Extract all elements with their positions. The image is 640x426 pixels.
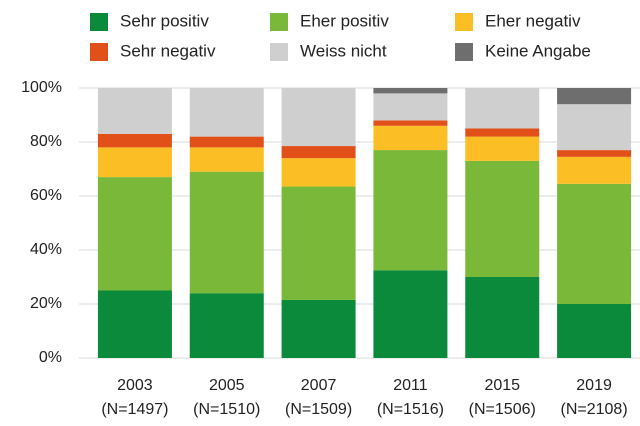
- x-tick-label: 2015: [484, 377, 520, 394]
- bar-segment: [281, 88, 356, 147]
- bar-segment: [97, 147, 172, 178]
- y-tick-label: 100%: [21, 79, 62, 96]
- x-tick-label: 2019: [576, 377, 612, 394]
- legend-swatch: [270, 13, 288, 31]
- bar-segment: [557, 88, 632, 105]
- bar-segment: [373, 93, 448, 121]
- legend-label: Eher negativ: [485, 11, 581, 30]
- y-tick-label: 40%: [30, 241, 62, 258]
- legend-label: Eher positiv: [300, 11, 389, 30]
- x-tick-label: (N=1510): [193, 401, 260, 418]
- bar-segment: [373, 125, 448, 151]
- x-tick-label: 2007: [301, 377, 337, 394]
- legend-label: Keine Angabe: [485, 41, 591, 60]
- legend-swatch: [90, 13, 108, 31]
- bar-segment: [281, 299, 356, 358]
- bar-segment: [557, 150, 632, 157]
- bar-segment: [281, 186, 356, 300]
- x-tick-label: (N=2108): [561, 401, 628, 418]
- x-tick-label: (N=1516): [377, 401, 444, 418]
- x-tick-label: 2003: [117, 377, 153, 394]
- bar-segment: [557, 304, 632, 358]
- legend-swatch: [270, 43, 288, 61]
- x-tick-label: (N=1509): [285, 401, 352, 418]
- y-tick-label: 0%: [39, 349, 62, 366]
- bar-segment: [373, 88, 448, 94]
- bar-segment: [189, 147, 264, 172]
- bar-segment: [465, 128, 540, 137]
- bar-segment: [557, 183, 632, 304]
- legend-label: Sehr positiv: [120, 11, 209, 30]
- bar-segment: [465, 277, 540, 358]
- bar-segment: [97, 88, 172, 134]
- bar-segment: [97, 133, 172, 148]
- bar-segment: [465, 160, 540, 277]
- bar-segment: [373, 120, 448, 126]
- bar-segment: [557, 104, 632, 151]
- legend-label: Weiss nicht: [300, 41, 387, 60]
- x-tick-label: 2011: [393, 377, 428, 394]
- legend-swatch: [455, 43, 473, 61]
- bar-segment: [465, 88, 540, 129]
- legend-label: Sehr negativ: [120, 41, 216, 60]
- y-tick-label: 60%: [30, 187, 62, 204]
- bar-segment: [97, 177, 172, 291]
- bar-segment: [189, 293, 264, 358]
- bar-segment: [373, 270, 448, 358]
- bar-segment: [465, 136, 540, 161]
- bar-segment: [281, 146, 356, 159]
- y-tick-label: 80%: [30, 133, 62, 150]
- bar-segment: [189, 136, 264, 148]
- y-tick-label: 20%: [30, 295, 62, 312]
- bar-segment: [373, 150, 448, 271]
- bar-segment: [189, 171, 264, 294]
- x-tick-label: (N=1506): [469, 401, 536, 418]
- bar-segment: [281, 158, 356, 187]
- legend-swatch: [90, 43, 108, 61]
- legend-swatch: [455, 13, 473, 31]
- x-tick-label: 2005: [209, 377, 245, 394]
- bar-segment: [189, 88, 264, 137]
- bar-segment: [97, 290, 172, 358]
- x-tick-label: (N=1497): [101, 401, 168, 418]
- bar-segment: [557, 156, 632, 184]
